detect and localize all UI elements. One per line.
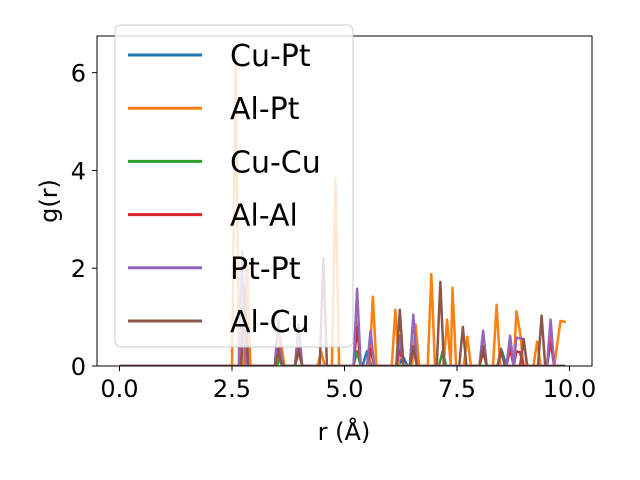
legend-label-cu-pt: Cu-Pt xyxy=(230,39,311,74)
x-axis: 0.0 2.5 5.0 7.5 10.0 xyxy=(100,366,596,403)
legend-label-cu-cu: Cu-Cu xyxy=(230,145,321,180)
y-tick-label: 0 xyxy=(71,353,86,381)
legend-label-al-pt: Al-Pt xyxy=(230,92,300,127)
y-axis-label: g(r) xyxy=(35,179,63,223)
y-tick-label: 6 xyxy=(71,60,86,88)
x-axis-label: r (Å) xyxy=(318,417,371,446)
legend-label-pt-pt: Pt-Pt xyxy=(230,252,301,287)
series-layer xyxy=(119,61,567,366)
x-tick-label: 5.0 xyxy=(325,375,363,403)
y-tick-label: 4 xyxy=(71,157,86,185)
x-tick-label: 10.0 xyxy=(543,375,596,403)
y-axis: 0 2 4 6 xyxy=(71,60,97,381)
legend-entries: Cu-Pt Al-Pt Cu-Cu Al-Al Pt-Pt Al-Cu xyxy=(128,39,321,340)
legend-label-al-cu: Al-Cu xyxy=(230,305,310,340)
x-tick-label: 2.5 xyxy=(213,375,251,403)
y-tick-label: 2 xyxy=(71,255,86,283)
legend-label-al-al: Al-Al xyxy=(230,199,298,234)
legend: Cu-Pt Al-Pt Cu-Cu Al-Al Pt-Pt Al-Cu xyxy=(114,24,354,348)
x-tick-label: 0.0 xyxy=(100,375,138,403)
x-tick-label: 7.5 xyxy=(438,375,476,403)
series-line-pt-pt xyxy=(119,249,565,366)
